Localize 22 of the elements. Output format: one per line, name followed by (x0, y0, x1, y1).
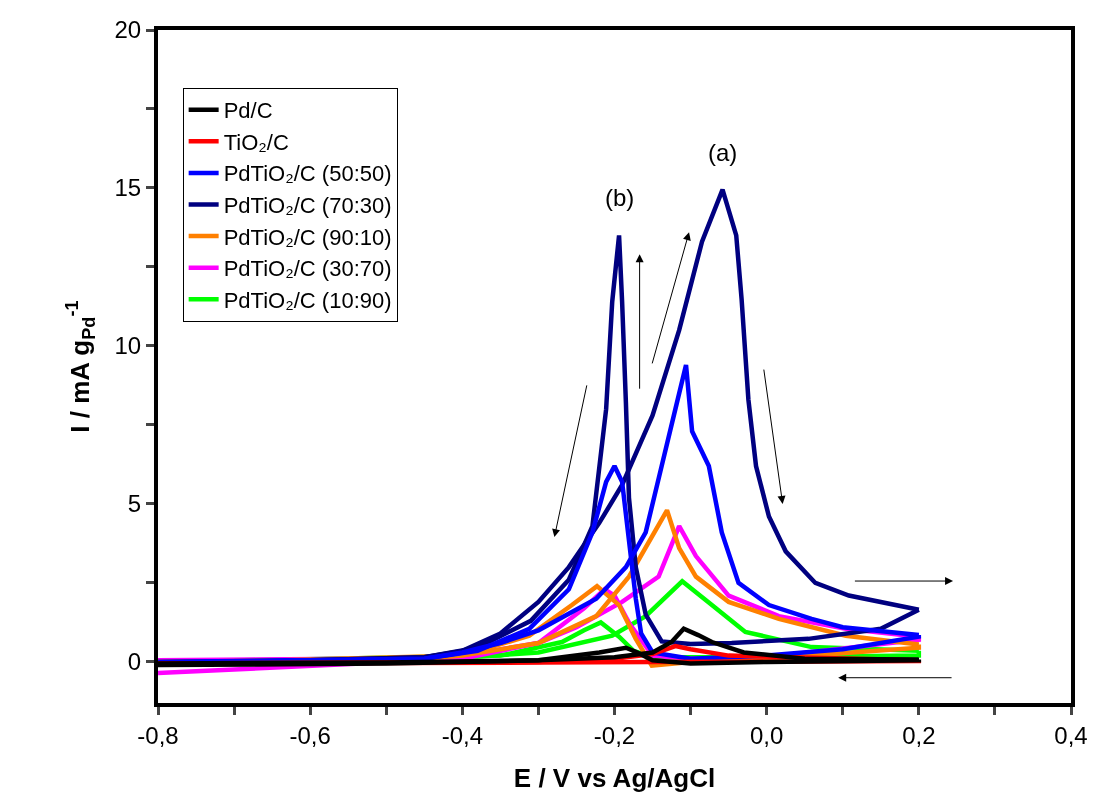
legend-label: PdTiO₂/C (50:50) (223, 161, 392, 187)
x-tick-label: -0,2 (593, 721, 636, 749)
x-tick-label: -0,6 (289, 721, 331, 749)
legend-label: PdTiO₂/C (10:90) (223, 287, 392, 313)
x-tick-label: 0,0 (749, 721, 784, 749)
y-tick-label: 15 (114, 174, 142, 202)
annotation: (b) (605, 184, 635, 211)
x-tick-label: 0,2 (902, 721, 936, 749)
annotation: (a) (708, 139, 738, 166)
x-tick-label: -0,8 (137, 721, 179, 749)
x-axis-title: E / V vs Ag/AgCl (513, 763, 716, 793)
x-tick-label: -0,4 (441, 721, 484, 749)
legend-label: TiO₂/C (223, 129, 289, 155)
x-tick-label: 0,4 (1054, 721, 1088, 749)
legend-label: PdTiO₂/C (90:10) (223, 224, 392, 250)
y-tick-label: 10 (114, 332, 142, 360)
legend-label: PdTiO₂/C (70:30) (223, 193, 392, 219)
legend-label: Pd/C (223, 98, 273, 124)
y-tick-label: 20 (114, 16, 142, 44)
y-tick-label: 0 (127, 648, 142, 676)
legend-label: PdTiO₂/C (30:70) (223, 256, 392, 282)
y-tick-label: 5 (127, 490, 142, 518)
